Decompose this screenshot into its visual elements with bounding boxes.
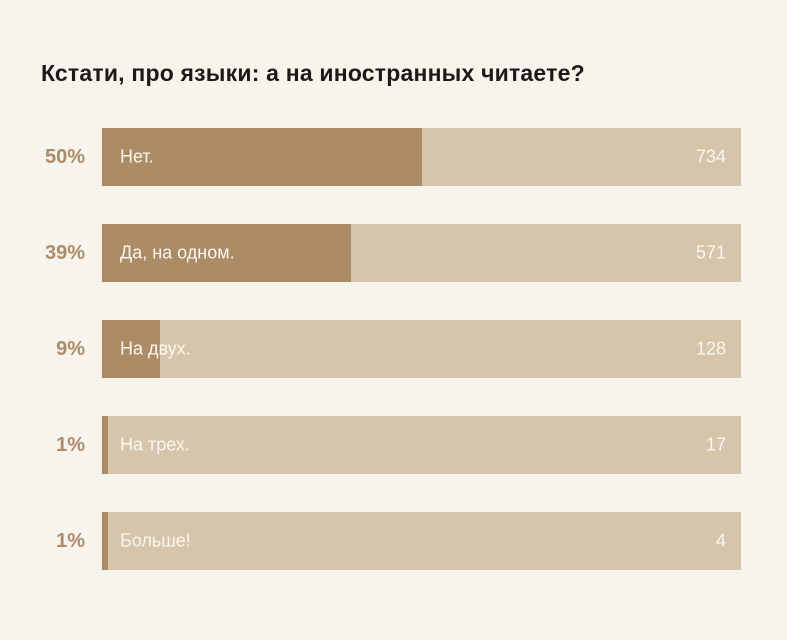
bar-label: Больше! [120, 530, 191, 551]
bar-row: 50% Нет. 734 [41, 128, 741, 186]
bar-track: Да, на одном. 571 [102, 224, 741, 282]
bar-value: 4 [715, 530, 726, 551]
bar-label: Нет. [120, 146, 154, 167]
bar-row: 9% На двух. 128 [41, 320, 741, 378]
bar-fill [102, 416, 109, 474]
bar-row: 1% Больше! 4 [41, 512, 741, 570]
bar-value: 128 [695, 338, 726, 359]
percent-label: 1% [56, 433, 85, 456]
bar-value: 734 [695, 146, 726, 167]
bar-track: На трех. 17 [102, 416, 741, 474]
bar-fill [102, 128, 422, 186]
bar-fill [102, 320, 160, 378]
bar-chart: 50% Нет. 734 39% Да, на одном. 571 9% На… [41, 128, 741, 570]
bar-label: Да, на одном. [120, 242, 235, 263]
bar-label: На двух. [120, 338, 191, 359]
bar-value: 571 [695, 242, 726, 263]
bar-value: 17 [705, 434, 726, 455]
percent-label: 50% [44, 145, 85, 168]
bar-track: Больше! 4 [102, 512, 741, 570]
percent-label: 9% [56, 337, 85, 360]
bar-track: Нет. 734 [102, 128, 741, 186]
bar-track: На двух. 128 [102, 320, 741, 378]
page-title: Кстати, про языки: а на иностранных чита… [41, 60, 585, 86]
percent-label: 1% [56, 529, 85, 552]
bar-fill [102, 512, 109, 570]
bar-row: 1% На трех. 17 [41, 416, 741, 474]
bar-label: На трех. [120, 434, 190, 455]
bar-row: 39% Да, на одном. 571 [41, 224, 741, 282]
bar-fill [102, 224, 352, 282]
percent-label: 39% [44, 241, 85, 264]
